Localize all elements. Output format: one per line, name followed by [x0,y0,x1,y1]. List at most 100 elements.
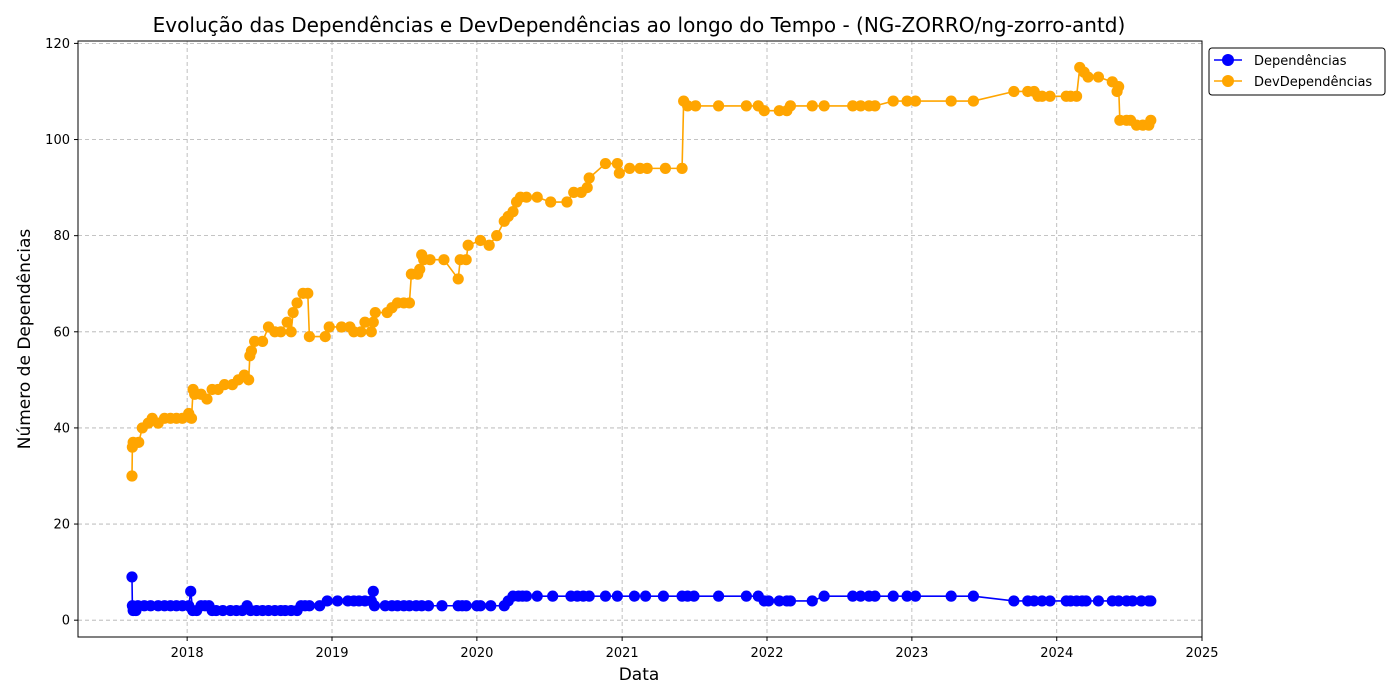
data-point-devdependencias [531,191,543,203]
data-point-devdependencias [682,100,694,112]
data-point-devdependencias [869,100,881,112]
data-point-devdependencias [414,263,426,275]
y-tick-label: 0 [62,614,70,629]
data-point-devdependencias [583,172,595,184]
data-point-dependencias [847,590,859,602]
legend-marker-devdependencias [1222,75,1234,87]
data-point-devdependencias [285,326,297,338]
data-point-devdependencias [452,273,464,285]
data-point-devdependencias [945,95,957,107]
x-tick-label: 2025 [1185,646,1218,661]
data-point-devdependencias [561,196,573,208]
y-tick-label: 40 [53,421,70,436]
data-point-devdependencias [520,191,533,203]
x-tick-label: 2022 [750,646,783,661]
data-point-dependencias [331,595,344,607]
y-tick-label: 120 [45,37,70,52]
data-point-devdependencias [507,206,519,218]
data-point-devdependencias [243,374,255,386]
legend-label-devdependencias: DevDependências [1254,75,1372,90]
data-point-devdependencias [909,95,922,107]
data-point-devdependencias [758,105,770,117]
axes: 2018 2019 2020 2021 2022 2023 2024 2025 0 20 40 60 8… [45,37,1218,661]
data-point-devdependencias [1008,85,1020,98]
data-point-dependencias [1092,595,1105,607]
data-point-dependencias [485,600,497,612]
data-point-devdependencias [201,393,213,405]
data-point-dependencias [967,590,979,602]
data-point-dependencias [1028,595,1040,607]
x-tick-label: 2019 [315,646,348,661]
data-point-dependencias [901,590,913,602]
data-point-dependencias [531,590,543,602]
data-point-devdependencias [1113,81,1125,93]
data-point-dependencias [1008,595,1020,607]
data-point-dependencias [611,590,623,602]
data-point-devdependencias [740,100,752,112]
x-tick-label: 2023 [895,646,928,661]
data-point-devdependencias [689,100,702,112]
data-point-dependencias [784,595,797,607]
data-point-devdependencias [359,316,371,328]
data-point-devdependencias [365,326,377,338]
data-point-dependencias [367,585,379,597]
data-point-dependencias [869,590,881,602]
data-point-dependencias [712,590,725,602]
data-point-dependencias [460,600,472,612]
data-point-devdependencias [1082,71,1094,83]
x-tick-label: 2024 [1040,646,1073,661]
data-point-dependencias [185,585,197,597]
y-tick-label: 80 [53,229,70,244]
series-dependencias [126,571,1157,617]
data-point-dependencias [1044,595,1056,607]
data-point-devdependencias [302,287,314,299]
data-point-dependencias [657,590,670,602]
series-layer [126,61,1157,617]
data-point-dependencias [303,600,315,612]
data-point-dependencias [126,571,138,583]
data-point-dependencias [520,590,533,602]
data-point-devdependencias [303,331,315,343]
data-point-dependencias [1080,595,1092,607]
y-tick-label: 60 [53,325,70,340]
y-tick-label: 100 [45,133,70,148]
data-point-devdependencias [256,335,269,347]
data-point-dependencias [818,590,830,602]
legend-box [1208,47,1386,96]
data-point-devdependencias [287,306,299,319]
data-point-devdependencias [367,316,379,328]
x-axis-label: Data [619,665,660,685]
chart-title: Evolução das Dependências e DevDependênc… [153,13,1126,37]
data-point-devdependencias [281,316,293,328]
y-tick-label: 20 [53,518,70,533]
data-point-devdependencias [613,167,625,179]
data-point-dependencias [474,600,487,612]
data-point-devdependencias [369,306,381,319]
data-point-devdependencias [249,335,261,347]
data-point-devdependencias [319,331,331,343]
data-point-devdependencias [403,297,416,309]
data-point-dependencias [1113,595,1125,607]
data-point-devdependencias [855,100,867,112]
plot-frame [77,40,1203,638]
data-point-devdependencias [1145,114,1157,126]
x-tick-label: 2020 [460,646,493,661]
data-point-dependencias [321,595,333,607]
data-point-devdependencias [641,162,653,174]
data-point-dependencias [806,595,818,607]
data-point-dependencias [688,590,700,602]
data-point-devdependencias [291,297,303,309]
data-point-dependencias [855,590,867,602]
data-point-devdependencias [218,379,231,391]
y-axis-label: Número de Dependências [15,229,35,450]
data-point-devdependencias [847,100,859,112]
legend: Dependências DevDependências [1208,47,1386,96]
legend-marker-dependencias [1222,54,1234,66]
data-point-dependencias [599,590,612,602]
data-point-devdependencias [462,239,474,251]
data-point-devdependencias [335,321,348,333]
data-point-devdependencias [126,470,138,482]
data-point-devdependencias [275,326,287,338]
data-point-devdependencias [1036,90,1048,102]
